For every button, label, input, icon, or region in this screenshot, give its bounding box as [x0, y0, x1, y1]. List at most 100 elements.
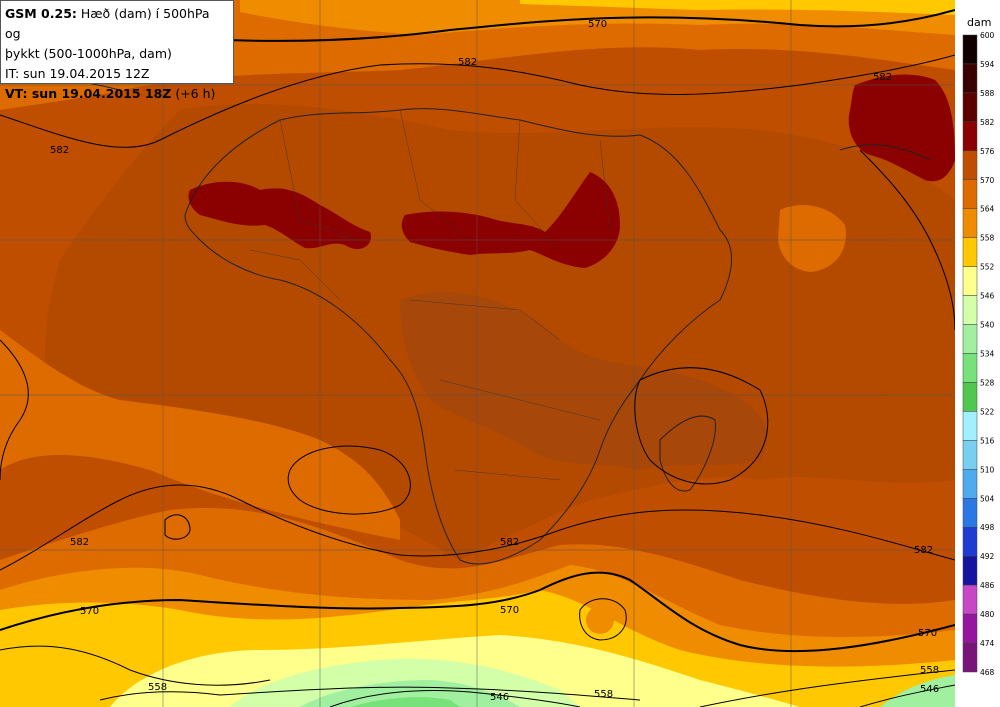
- legend-swatch: [962, 526, 978, 557]
- contour-label: 570: [588, 19, 607, 30]
- contour-west-edge: [0, 339, 29, 481]
- legend-swatch: [962, 179, 978, 209]
- field-description-cont: þykkt (500-1000hPa, dam): [5, 46, 172, 61]
- contour-closed-west: [287, 445, 411, 515]
- thickness-pool-582-west: [188, 181, 371, 250]
- contour-570-south: [0, 571, 955, 653]
- legend-swatch: [962, 498, 978, 528]
- legend-level-label: 516: [980, 436, 995, 445]
- legend-level-label: 552: [980, 263, 995, 272]
- thickness-field-546-se: [880, 675, 955, 707]
- legend-swatch: [962, 150, 978, 181]
- thickness-blob-558: [71, 646, 99, 674]
- legend-swatch: [962, 92, 978, 123]
- contour-closed-east: [634, 367, 769, 485]
- legend-level-label: 570: [980, 176, 995, 185]
- thickness-pool-582-central: [401, 172, 620, 268]
- country-borders: [249, 109, 611, 481]
- contour-564-sw: [0, 645, 271, 686]
- legend-swatch: [962, 237, 978, 267]
- graticule: [0, 0, 955, 707]
- legend-level-label: 564: [980, 205, 995, 214]
- contour-582-south: [0, 484, 955, 571]
- legend-level-label: 594: [980, 60, 995, 69]
- contour-label: 582: [458, 57, 477, 68]
- legend-swatch: [962, 34, 978, 65]
- contour-closed-small: [164, 514, 191, 540]
- contour-label: 546: [920, 684, 939, 695]
- legend-level-label: 504: [980, 494, 995, 503]
- legend-level-label: 492: [980, 552, 995, 561]
- legend-swatch: [962, 324, 978, 354]
- valid-time: VT: sun 19.04.2015 18Z: [5, 86, 172, 101]
- thickness-blob-564: [586, 606, 614, 634]
- thickness-field-highland: [400, 292, 768, 470]
- info-title-line: GSM 0.25: Hæð (dam) í 500hPa og: [5, 4, 229, 44]
- legend-swatch: [962, 266, 978, 296]
- legend-swatch: [962, 382, 978, 412]
- field-description: Hæð (dam) í 500hPa og: [5, 6, 210, 41]
- legend-swatch: [962, 411, 978, 441]
- legend-level-label: 510: [980, 465, 995, 474]
- legend-swatch: [962, 121, 978, 152]
- thickness-pool-582-east: [848, 74, 955, 182]
- contour-label: 582: [873, 72, 892, 83]
- contour-label: 582: [500, 537, 519, 548]
- legend-level-label: 576: [980, 147, 995, 156]
- legend-level-label: 474: [980, 639, 995, 648]
- legend-level-label: 582: [980, 118, 995, 127]
- contour-label: 582: [914, 545, 933, 556]
- contour-closed-south: [579, 598, 627, 641]
- contour-label: 570: [500, 605, 519, 616]
- legend-level-label: 522: [980, 407, 995, 416]
- thickness-field-570-north: [0, 0, 955, 110]
- height-contours: [0, 9, 955, 707]
- legend-level-label: 588: [980, 89, 995, 98]
- legend-swatch: [962, 584, 978, 615]
- valid-time-line: VT: sun 19.04.2015 18Z (+6 h): [5, 84, 229, 104]
- contour-label-group: 570 582 582 582 582 582 582 570 570 570 …: [50, 19, 939, 703]
- legend-level-label: 480: [980, 610, 995, 619]
- legend-level-label: 486: [980, 581, 995, 590]
- legend-swatch: [962, 642, 978, 673]
- legend-level-label: 540: [980, 321, 995, 330]
- thickness-field-570-west: [0, 330, 400, 540]
- contour-label: 570: [80, 606, 99, 617]
- legend-level-label: 534: [980, 350, 995, 359]
- color-legend: dam 600 594 588 582 576 570 564 558 552 546 540 534…: [955, 0, 1000, 707]
- contour-582-north: [0, 54, 955, 148]
- model-name: GSM 0.25:: [5, 6, 77, 21]
- contour-546-se: [859, 684, 955, 707]
- legend-level-label: 546: [980, 292, 995, 301]
- legend-swatch: [962, 63, 978, 94]
- thickness-field-534-south: [350, 697, 460, 707]
- contour-label: 546: [490, 692, 509, 703]
- initial-time: IT: sun 19.04.2015 12Z: [5, 66, 150, 81]
- legend-swatch: [962, 353, 978, 383]
- legend-swatch: [962, 295, 978, 325]
- legend-swatch: [962, 613, 978, 644]
- thickness-field-540-south: [300, 680, 520, 707]
- contour-label: 558: [920, 665, 939, 676]
- contour-label: 558: [148, 682, 167, 693]
- legend-level-label: 468: [980, 668, 995, 677]
- forecast-lead: (+6 h): [171, 86, 216, 101]
- thickness-field-558-north: [520, 0, 955, 15]
- map-canvas: 570 582 582 582 582 582 582 570 570 570 …: [0, 0, 955, 707]
- forecast-info-box: GSM 0.25: Hæð (dam) í 500hPa og þykkt (5…: [0, 0, 234, 101]
- thickness-patch-570-east: [778, 205, 846, 272]
- legend-swatch: [962, 469, 978, 499]
- contour-east-edge: [859, 149, 955, 331]
- weather-map: 570 582 582 582 582 582 582 570 570 570 …: [0, 0, 955, 707]
- contour-label: 570: [918, 628, 937, 639]
- legend-unit: dam: [967, 16, 992, 29]
- contour-558-se: [699, 669, 955, 707]
- legend-level-label: 558: [980, 234, 995, 243]
- contour-558-south: [99, 686, 641, 701]
- contour-546-south: [329, 690, 581, 707]
- legend-swatch: [962, 208, 978, 238]
- contour-label: 582: [70, 537, 89, 548]
- legend-swatch: [962, 440, 978, 470]
- legend-level-label: 528: [980, 378, 995, 387]
- legend-swatch: [962, 555, 978, 586]
